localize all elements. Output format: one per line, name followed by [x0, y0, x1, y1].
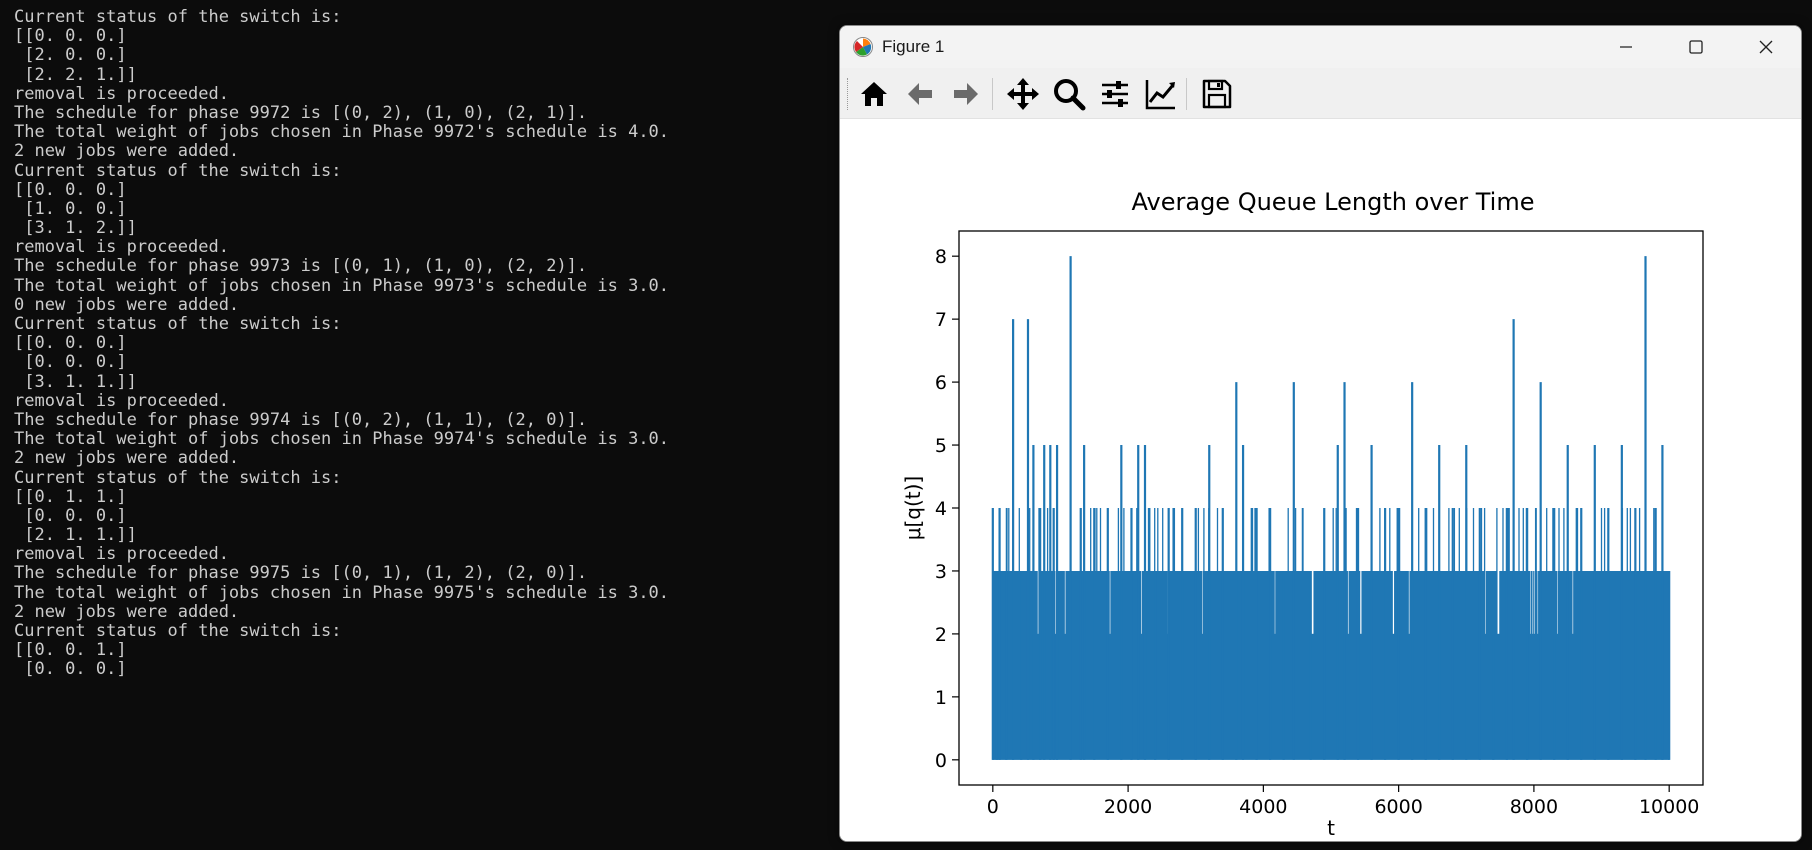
terminal-line: Current status of the switch is: — [14, 467, 342, 488]
terminal-line: The total weight of jobs chosen in Phase… — [14, 582, 670, 603]
toolbar-grip[interactable] — [847, 78, 851, 110]
terminal-output[interactable]: Current status of the switch is: [[0. 0. … — [0, 0, 840, 850]
terminal-line: The schedule for phase 9975 is [(0, 1), … — [14, 563, 588, 584]
minimize-button[interactable] — [1591, 26, 1661, 68]
axes-frame — [958, 230, 1704, 786]
terminal-line: [0. 0. 0.] — [14, 505, 127, 526]
matplotlib-icon — [853, 37, 873, 57]
terminal-line: [[0. 0. 0.] — [14, 333, 127, 354]
zoom-icon — [1054, 79, 1086, 111]
toolbar-separator — [1186, 78, 1187, 110]
terminal-line: The total weight of jobs chosen in Phase… — [14, 429, 670, 450]
terminal-line: Current status of the switch is: — [14, 314, 342, 334]
x-tick-label: 10000 — [1639, 796, 1699, 818]
terminal-line: 2 new jobs were added. — [14, 448, 240, 469]
close-button[interactable] — [1731, 26, 1801, 68]
y-tick-label: 2 — [935, 624, 947, 646]
x-tick-label: 6000 — [1374, 796, 1422, 818]
y-tick-label: 7 — [935, 309, 947, 331]
terminal-line: Current status of the switch is: — [14, 621, 342, 641]
axes-edit-icon — [1145, 80, 1175, 110]
toolbar-separator — [992, 78, 993, 110]
zoom-button[interactable] — [1051, 76, 1087, 112]
x-tick-label: 8000 — [1510, 796, 1558, 818]
edit-axes-button[interactable] — [1143, 76, 1179, 112]
terminal-line: [1. 0. 0.] — [14, 198, 127, 219]
forward-button[interactable] — [948, 76, 984, 112]
terminal-line: 2 new jobs were added. — [14, 601, 240, 622]
figure-window: Figure 1 — [839, 25, 1802, 842]
terminal-line: removal is proceeded. — [14, 83, 229, 104]
y-tick-label: 1 — [935, 687, 947, 709]
line-plot: Average Queue Length over Time 0 2000 4000… — [901, 188, 1704, 840]
terminal-line: [0. 0. 0.] — [14, 352, 127, 373]
x-tick-label: 2000 — [1104, 796, 1152, 818]
terminal-line: [[0. 0. 0.] — [14, 26, 127, 47]
terminal-line: [2. 0. 0.] — [14, 45, 127, 66]
forward-arrow-icon — [954, 83, 978, 105]
pan-button[interactable] — [1005, 76, 1041, 112]
terminal-line: The schedule for phase 9973 is [(0, 1), … — [14, 256, 588, 277]
terminal-line: Current status of the switch is: — [14, 160, 342, 181]
terminal-line: The schedule for phase 9974 is [(0, 2), … — [14, 409, 588, 430]
pan-icon — [1007, 78, 1039, 110]
maximize-button[interactable] — [1661, 26, 1731, 68]
configure-subplots-button[interactable] — [1097, 76, 1133, 112]
terminal-line: 0 new jobs were added. — [14, 294, 240, 315]
home-button[interactable] — [856, 76, 892, 112]
terminal-line: The total weight of jobs chosen in Phase… — [14, 122, 670, 143]
terminal-line: removal is proceeded. — [14, 390, 229, 411]
title-bar[interactable]: Figure 1 — [840, 26, 1801, 68]
y-tick-label: 0 — [935, 750, 947, 772]
terminal-line: [2. 2. 1.]] — [14, 64, 137, 85]
chart-title: Average Queue Length over Time — [1132, 188, 1535, 216]
terminal-line: [0. 0. 0.] — [14, 659, 127, 680]
y-tick-label: 6 — [935, 372, 947, 394]
x-tick-label: 0 — [987, 796, 999, 818]
navigation-toolbar — [840, 68, 1801, 119]
y-tick-label: 3 — [935, 561, 947, 583]
back-button[interactable] — [902, 76, 938, 112]
x-tick-label: 4000 — [1239, 796, 1287, 818]
terminal-line: [[0. 1. 1.] — [14, 486, 127, 507]
back-arrow-icon — [908, 83, 932, 105]
maximize-icon — [1689, 40, 1703, 54]
terminal-line: The schedule for phase 9972 is [(0, 2), … — [14, 102, 588, 123]
save-button[interactable] — [1199, 76, 1235, 112]
terminal-line: removal is proceeded. — [14, 544, 229, 565]
terminal-line: [3. 1. 1.]] — [14, 371, 137, 392]
terminal-line: [[0. 0. 0.] — [14, 179, 127, 200]
y-axis-label: μ[q(t)] — [901, 476, 925, 540]
terminal-line: [3. 1. 2.]] — [14, 218, 137, 239]
x-axis-label: t — [1327, 816, 1335, 840]
terminal-line: removal is proceeded. — [14, 237, 229, 258]
home-icon — [861, 82, 887, 106]
save-icon — [1202, 79, 1232, 109]
axis-ticks: 0 2000 4000 6000 8000 10000 0 1 2 3 4 5 6 7 8 — [935, 246, 1700, 818]
y-tick-label: 8 — [935, 246, 947, 268]
subplots-icon — [1102, 81, 1128, 107]
series-layer — [991, 256, 1671, 760]
y-tick-label: 4 — [935, 498, 947, 520]
minimize-icon — [1620, 46, 1632, 48]
y-tick-label: 5 — [935, 435, 947, 457]
terminal-line: 2 new jobs were added. — [14, 141, 240, 162]
figure-canvas[interactable]: Average Queue Length over Time 0 2000 4000… — [840, 119, 1801, 841]
close-icon — [1759, 40, 1773, 54]
terminal-line: The total weight of jobs chosen in Phase… — [14, 275, 670, 296]
window-title: Figure 1 — [882, 37, 945, 56]
terminal-line: Current status of the switch is: — [14, 7, 342, 27]
terminal-line: [2. 1. 1.]] — [14, 525, 137, 546]
terminal-line: [[0. 0. 1.] — [14, 640, 127, 661]
